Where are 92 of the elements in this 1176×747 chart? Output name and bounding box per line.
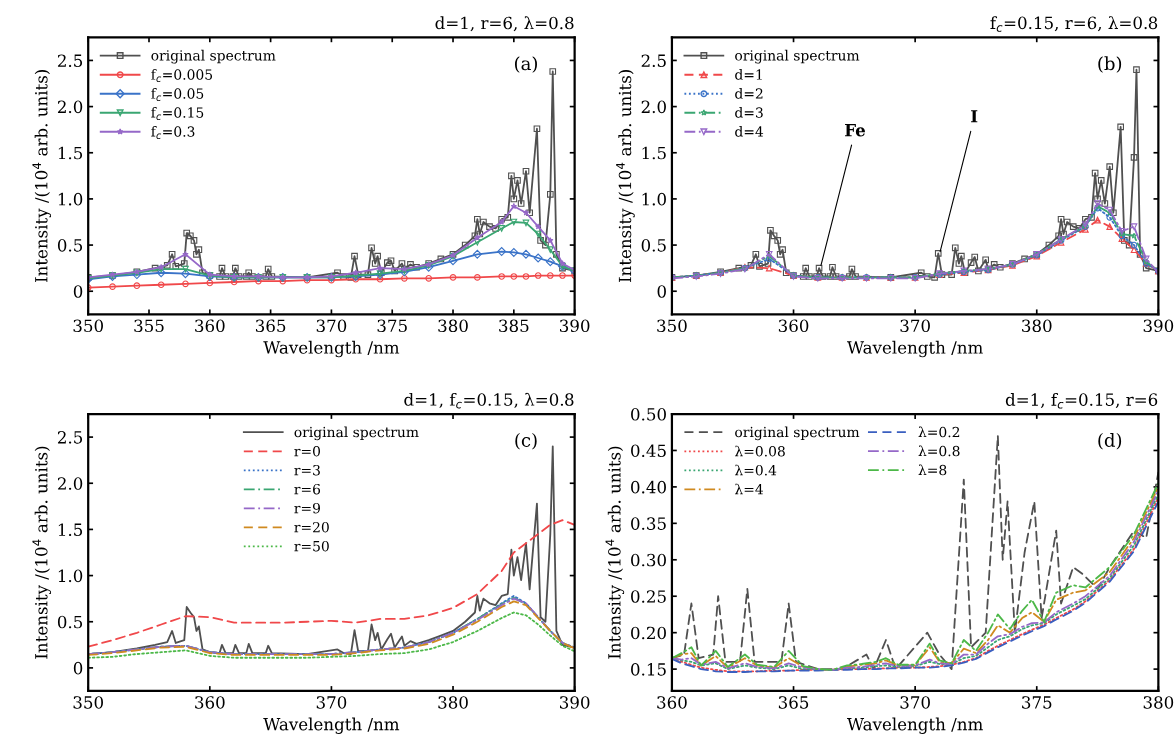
chart-title: f$_{c}$=0.15, r=6, λ=0.8	[990, 16, 1158, 32]
x-axis-title: Wavelength /nm	[847, 340, 983, 358]
annotation: (a)	[514, 56, 537, 73]
y-tick-label: 2.0	[641, 100, 666, 114]
x-tick-label: 355	[134, 319, 164, 333]
y-axis-title: Intensity /(10$^{4}$ arb. units)	[32, 446, 52, 659]
y-tick-label: 0.45	[631, 444, 666, 458]
annotation: I	[971, 110, 978, 123]
x-tick-label: 380	[438, 319, 468, 333]
x-tick-label: 380	[438, 696, 468, 709]
legend-label: r=20	[294, 521, 329, 533]
chart-title: d=1, f$_{c}$=0.15, r=6	[1005, 393, 1158, 409]
y-tick-label: 0.15	[631, 663, 666, 676]
legend-label: original spectrum	[735, 426, 860, 441]
legend-label: λ=0.8	[918, 445, 960, 457]
x-tick-label: 390	[560, 319, 590, 333]
legend-label: f$_{c}$=0.005	[151, 69, 213, 83]
x-tick-label: 375	[377, 319, 407, 333]
annotation: (c)	[515, 432, 537, 450]
annotation: (d)	[1098, 432, 1122, 450]
legend-label: r=9	[294, 502, 320, 514]
legend-label: d=4	[735, 126, 764, 137]
y-tick-label: 2.5	[57, 431, 83, 444]
x-axis-title: Wavelength /nm	[263, 717, 400, 734]
legend-label: λ=4	[734, 483, 763, 495]
x-tick-label: 365	[778, 696, 809, 709]
x-tick-label: 375	[1022, 696, 1052, 709]
y-tick-label: 0.50	[631, 407, 666, 421]
y-tick-label: 2.5	[641, 54, 666, 67]
annotation: (b)	[1098, 56, 1122, 73]
legend-label: λ=8	[918, 464, 947, 476]
y-tick-label: 1.0	[642, 192, 666, 206]
x-axis-title: Wavelength /nm	[263, 340, 400, 358]
y-tick-label: 1.0	[58, 192, 83, 206]
y-tick-label: 0.20	[631, 626, 666, 640]
x-tick-label: 390	[1143, 319, 1174, 333]
y-tick-label: 1.5	[58, 146, 83, 160]
y-tick-label: 1.5	[642, 146, 666, 160]
legend-label: r=50	[294, 540, 329, 552]
y-tick-label: 2.0	[57, 100, 83, 114]
legend-label: d=1	[735, 69, 762, 80]
legend-label: original spectrum	[151, 49, 276, 64]
x-tick-label: 360	[195, 319, 225, 333]
x-tick-label: 370	[900, 319, 930, 333]
x-tick-label: 365	[255, 319, 286, 333]
x-tick-label: 350	[73, 696, 103, 709]
y-tick-label: 1.0	[58, 569, 83, 583]
y-tick-label: 0.25	[631, 590, 666, 603]
legend-label: r=6	[294, 483, 321, 495]
chart-title: d=1, f$_{c}$=0.15, λ=0.8	[404, 392, 574, 409]
x-tick-label: 370	[316, 696, 347, 709]
y-tick-label: 0.5	[57, 239, 83, 252]
x-tick-label: 360	[778, 319, 809, 333]
y-tick-label: 1.5	[58, 523, 83, 536]
x-tick-label: 360	[657, 696, 687, 709]
y-axis-title: Intensity /(10$^{4}$ arb. units)	[32, 70, 52, 283]
chart-title: d=1, r=6, λ=0.8	[435, 16, 574, 32]
legend-label: d=2	[735, 88, 763, 99]
y-tick-label: 0.5	[641, 239, 666, 252]
y-axis-title: Intensity /(10$^{4}$ arb. units)	[616, 70, 635, 283]
x-tick-label: 380	[1022, 319, 1052, 333]
legend-label: λ=0.4	[734, 464, 777, 476]
x-tick-label: 360	[195, 696, 225, 709]
legend-label: d=3	[735, 107, 763, 118]
legend-label: r=3	[294, 464, 320, 476]
annotation: Fe	[845, 124, 866, 137]
y-tick-label: 2.5	[57, 54, 83, 67]
legend-label: f$_{c}$=0.15	[151, 107, 204, 121]
legend-label: f$_{c}$=0.3	[151, 126, 195, 140]
x-tick-label: 350	[73, 319, 103, 333]
x-tick-label: 390	[560, 696, 590, 709]
y-tick-label: 0.40	[631, 480, 666, 494]
x-tick-label: 380	[1143, 696, 1174, 709]
y-tick-label: 0.30	[631, 553, 666, 567]
y-tick-label: 0	[657, 285, 666, 298]
legend-label: original spectrum	[735, 49, 860, 64]
legend-label: λ=0.2	[918, 426, 960, 438]
y-tick-label: 0	[73, 285, 83, 298]
y-tick-label: 0.35	[631, 517, 666, 530]
legend-label: original spectrum	[294, 426, 419, 441]
y-tick-label: 2.0	[57, 477, 83, 490]
y-axis-title: Intensity /(10$^{4}$ arb. units)	[605, 446, 625, 659]
x-tick-label: 350	[657, 319, 687, 333]
legend-label: λ=0.08	[734, 445, 785, 457]
y-tick-label: 0	[73, 661, 83, 675]
x-tick-label: 370	[316, 319, 347, 333]
x-axis-title: Wavelength /nm	[847, 717, 983, 734]
x-tick-label: 370	[900, 696, 930, 709]
y-tick-label: 0.5	[57, 615, 83, 629]
x-tick-label: 385	[499, 319, 529, 333]
legend-label: f$_{c}$=0.05	[151, 88, 204, 102]
legend-label: r=0	[294, 445, 320, 457]
